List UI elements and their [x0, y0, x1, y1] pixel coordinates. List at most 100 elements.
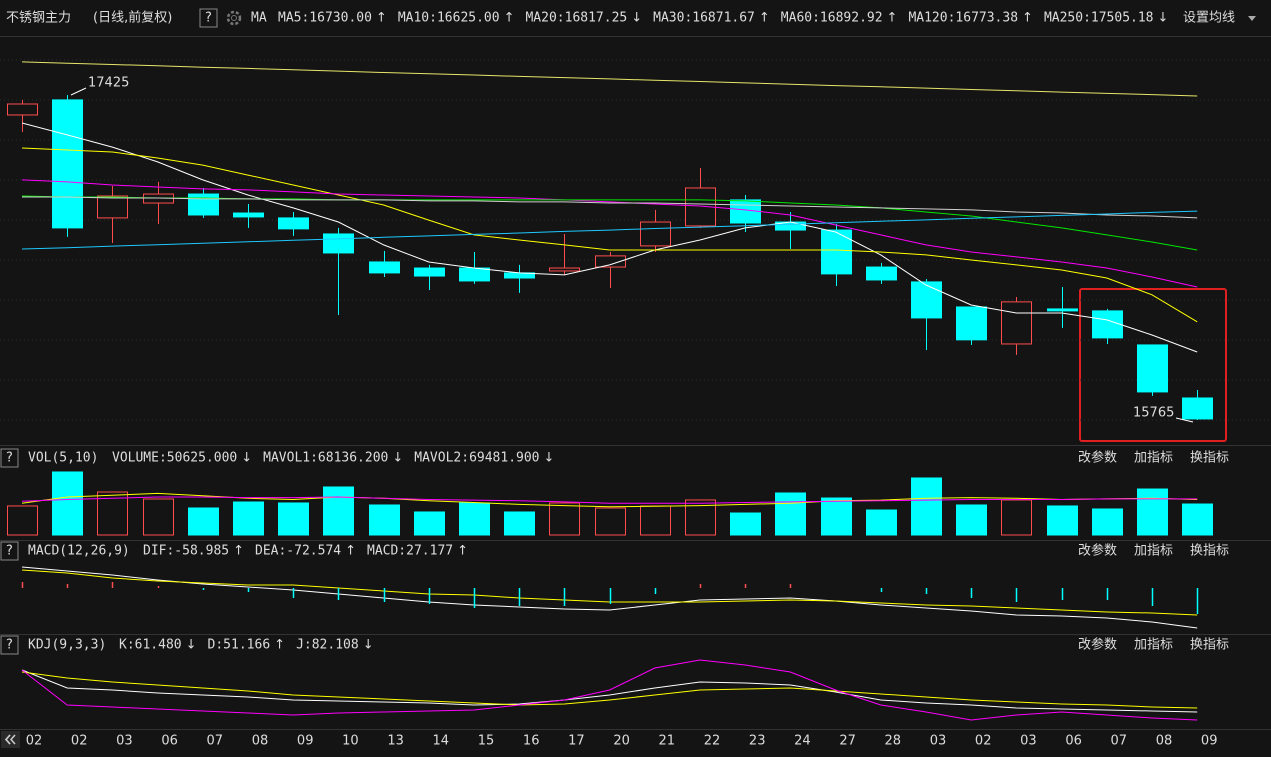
x-tick-label: 06 — [161, 734, 178, 749]
volume-bar — [1182, 503, 1213, 536]
x-tick-label: 24 — [794, 734, 811, 749]
panel-button[interactable]: 加指标 — [1134, 638, 1173, 653]
panel-button[interactable]: 改参数 — [1078, 450, 1117, 466]
legend-entry: MA30:16871.67 — [653, 11, 755, 26]
legend-entry: MACD:27.177 — [367, 544, 453, 559]
x-tick-label: 02 — [26, 734, 43, 749]
volume-bar — [323, 486, 354, 536]
legend-entry: MAVOL1:68136.200 — [263, 451, 388, 466]
chevron — [4, 734, 16, 745]
volume-bar — [595, 507, 626, 536]
volume-bar — [911, 477, 942, 536]
candle-body — [866, 266, 897, 281]
settings-button[interactable]: 设置均线 — [1183, 11, 1235, 26]
candle-body — [52, 99, 83, 229]
x-tick-label: 08 — [1156, 734, 1173, 749]
indicator-line — [21, 659, 1198, 721]
volume-bar — [1092, 508, 1123, 536]
dropdown-caret[interactable] — [1248, 16, 1256, 21]
candle-body — [97, 195, 128, 219]
x-tick-label: 03 — [1020, 734, 1037, 749]
gear-inner — [231, 15, 237, 21]
legend-arrow: ↓ — [392, 451, 403, 466]
legend-entry: J:82.108 — [296, 638, 359, 653]
panel-button[interactable]: 换指标 — [1190, 451, 1229, 466]
x-tick-label: 16 — [523, 734, 540, 749]
x-tick-label: 09 — [297, 734, 314, 749]
legend-entry: VOLUME:50625.000 — [112, 451, 237, 466]
x-tick-label: 06 — [1065, 734, 1082, 749]
candle-body — [459, 267, 490, 282]
legend-entry: MAVOL2:69481.900 — [414, 451, 539, 466]
panel-button[interactable]: 改参数 — [1078, 543, 1117, 559]
x-tick-label: 03 — [930, 734, 947, 749]
panel-button[interactable]: 加指标 — [1134, 544, 1173, 559]
highlight-box — [1079, 288, 1227, 442]
help-button[interactable]: ? — [6, 544, 13, 559]
candle-body — [640, 221, 671, 247]
candle-body — [956, 306, 987, 341]
legend-arrow: ↓ — [186, 638, 197, 653]
indicator-line — [21, 210, 1198, 250]
volume-bar — [821, 497, 852, 536]
indicator-line — [21, 669, 1198, 713]
candle-body — [188, 193, 219, 216]
volume-bar — [7, 505, 38, 536]
x-tick-label: 20 — [613, 734, 630, 749]
indicator-name: MA — [251, 11, 267, 26]
indicator-line — [21, 566, 1198, 629]
x-tick-label: 27 — [839, 734, 856, 749]
panel-title: MACD(12,26,9) — [28, 544, 130, 559]
volume-bar — [369, 504, 400, 536]
candle-body — [414, 267, 445, 277]
legend-arrow: ↓ — [241, 451, 252, 466]
legend-entry: DIF:-58.985 — [143, 544, 229, 559]
help-button[interactable]: ? — [6, 451, 13, 466]
x-tick-label: 02 — [71, 734, 88, 749]
help-button[interactable]: ? — [6, 638, 13, 653]
legend-arrow: ↑ — [887, 11, 898, 26]
legend-entry: K:61.480 — [119, 638, 182, 653]
candle-body — [1182, 397, 1213, 420]
indicator-line — [21, 61, 1198, 97]
help-button-box[interactable] — [0, 541, 19, 561]
candle-body — [1001, 301, 1032, 345]
high-label: 17425 — [88, 76, 129, 91]
help-button[interactable]: ? — [205, 11, 212, 26]
volume-bar — [143, 498, 174, 536]
indicator-line — [21, 147, 1198, 323]
legend-arrow: ↓ — [363, 638, 374, 653]
indicator-line — [21, 671, 1198, 709]
panel-button[interactable]: 加指标 — [1134, 451, 1173, 466]
x-tick-label: 02 — [975, 734, 992, 749]
x-tick-label: 10 — [342, 734, 359, 749]
x-tick-label: 28 — [885, 734, 902, 749]
scroll-left-button[interactable] — [1, 731, 20, 748]
legend-arrow: ↑ — [759, 11, 770, 26]
panel-button[interactable]: 换指标 — [1190, 638, 1229, 653]
help-button-box[interactable] — [0, 635, 19, 655]
panel-button[interactable]: 换指标 — [1190, 544, 1229, 559]
candle-body — [7, 103, 38, 116]
legend-entry: MA5:16730.00 — [278, 11, 372, 26]
volume-bar — [775, 492, 806, 536]
low-label: 15765 — [1133, 406, 1174, 421]
candle-body — [1047, 308, 1078, 312]
candle-body — [595, 255, 626, 268]
legend-arrow: ↓ — [1158, 11, 1169, 26]
x-tick-label: 09 — [1201, 734, 1218, 749]
panel-button[interactable]: 改参数 — [1078, 637, 1117, 653]
help-button-box[interactable] — [199, 8, 218, 28]
volume-bar — [730, 512, 761, 536]
gear-icon[interactable] — [226, 10, 242, 26]
x-tick-label: 13 — [387, 734, 404, 749]
indicator-line — [21, 569, 1198, 616]
gear-outer — [226, 10, 242, 26]
indicator-line — [21, 195, 1198, 251]
volume-bar — [278, 502, 309, 536]
volume-bar — [233, 501, 264, 536]
legend-entry: MA60:16892.92 — [781, 11, 883, 26]
help-button-box[interactable] — [0, 448, 19, 468]
